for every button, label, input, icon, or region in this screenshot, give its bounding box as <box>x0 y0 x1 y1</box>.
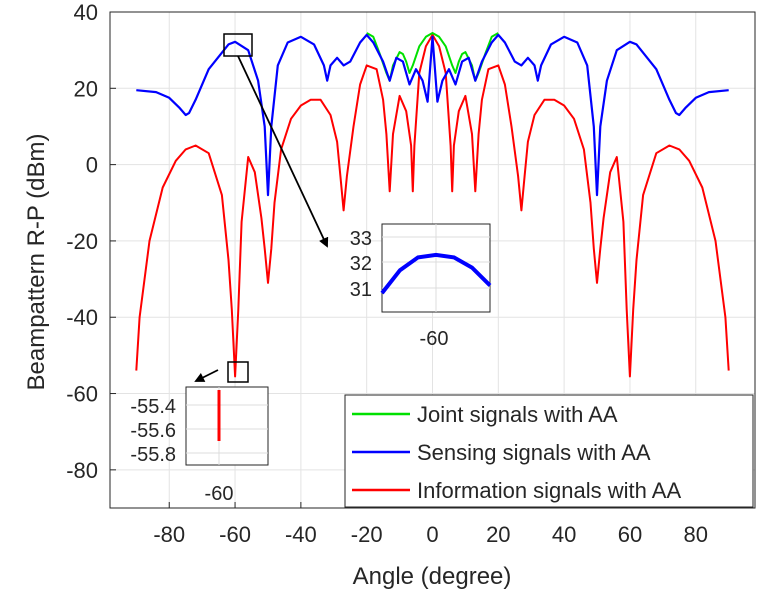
inset-peak-zoom: 33 32 31 -60 <box>350 223 492 350</box>
x-tick-label: 20 <box>486 522 510 547</box>
plot-border <box>109 11 756 509</box>
legend-label-sensing: Sensing signals with AA <box>417 440 651 465</box>
x-tick-label: 80 <box>684 522 708 547</box>
y-axis-label: Beampattern R-P (dBm) <box>23 134 50 391</box>
series-lines <box>135 32 730 378</box>
x-axis-label: Angle (degree) <box>353 563 512 590</box>
inset-peak-ytick: 31 <box>350 279 372 301</box>
y-tick-label: -80 <box>66 458 98 483</box>
y-tick-label: -60 <box>66 382 98 407</box>
x-tick-label: -80 <box>153 522 185 547</box>
legend-entry-information: Information signals with AA <box>352 478 681 503</box>
legend: Joint signals with AA Sensing signals wi… <box>344 394 754 508</box>
y-tick-label: -20 <box>66 229 98 254</box>
inset-null-ytick: -55.8 <box>130 444 176 466</box>
y-tick-label: 20 <box>74 76 98 101</box>
inset-null-ytick: -55.4 <box>130 396 176 418</box>
inset-null-xtick: -60 <box>205 483 234 505</box>
inset-peak-xtick: -60 <box>420 328 449 350</box>
y-tick-labels: 40 20 0 -20 -40 -60 -80 <box>66 0 98 483</box>
zoom-arrow-peak <box>237 55 329 248</box>
zoom-arrow-null <box>194 369 219 382</box>
inset-null-zoom: -55.4 -55.6 -55.8 -60 <box>130 386 269 505</box>
x-tick-label: 60 <box>618 522 642 547</box>
inset-null-ytick: -55.6 <box>130 420 176 442</box>
legend-box <box>344 394 754 508</box>
legend-label-joint: Joint signals with AA <box>417 402 618 427</box>
inset-peak-ytick: 32 <box>350 253 372 275</box>
legend-entry-joint: Joint signals with AA <box>352 402 618 427</box>
x-tick-label: -40 <box>285 522 317 547</box>
x-tick-label: 0 <box>426 522 438 547</box>
x-tick-label: 40 <box>552 522 576 547</box>
y-tick-label: 40 <box>74 0 98 25</box>
y-tick-label: -40 <box>66 305 98 330</box>
inset-peak-grid <box>382 224 490 312</box>
series-line-sensing <box>136 33 729 197</box>
zoom-box-null <box>227 361 249 383</box>
inset-peak-sensing-line <box>380 252 492 295</box>
legend-entry-sensing: Sensing signals with AA <box>352 440 651 465</box>
inset-peak-ytick: 33 <box>350 228 372 250</box>
zoom-annotations <box>194 33 329 383</box>
x-tick-labels: -80 -60 -40 -20 0 20 40 60 80 <box>153 522 708 547</box>
series-line-information <box>135 33 730 378</box>
inset-null-background <box>185 386 269 466</box>
x-tick-label: -20 <box>351 522 383 547</box>
legend-label-information: Information signals with AA <box>417 478 681 503</box>
x-tick-label: -60 <box>219 522 251 547</box>
y-tick-label: 0 <box>86 153 98 178</box>
